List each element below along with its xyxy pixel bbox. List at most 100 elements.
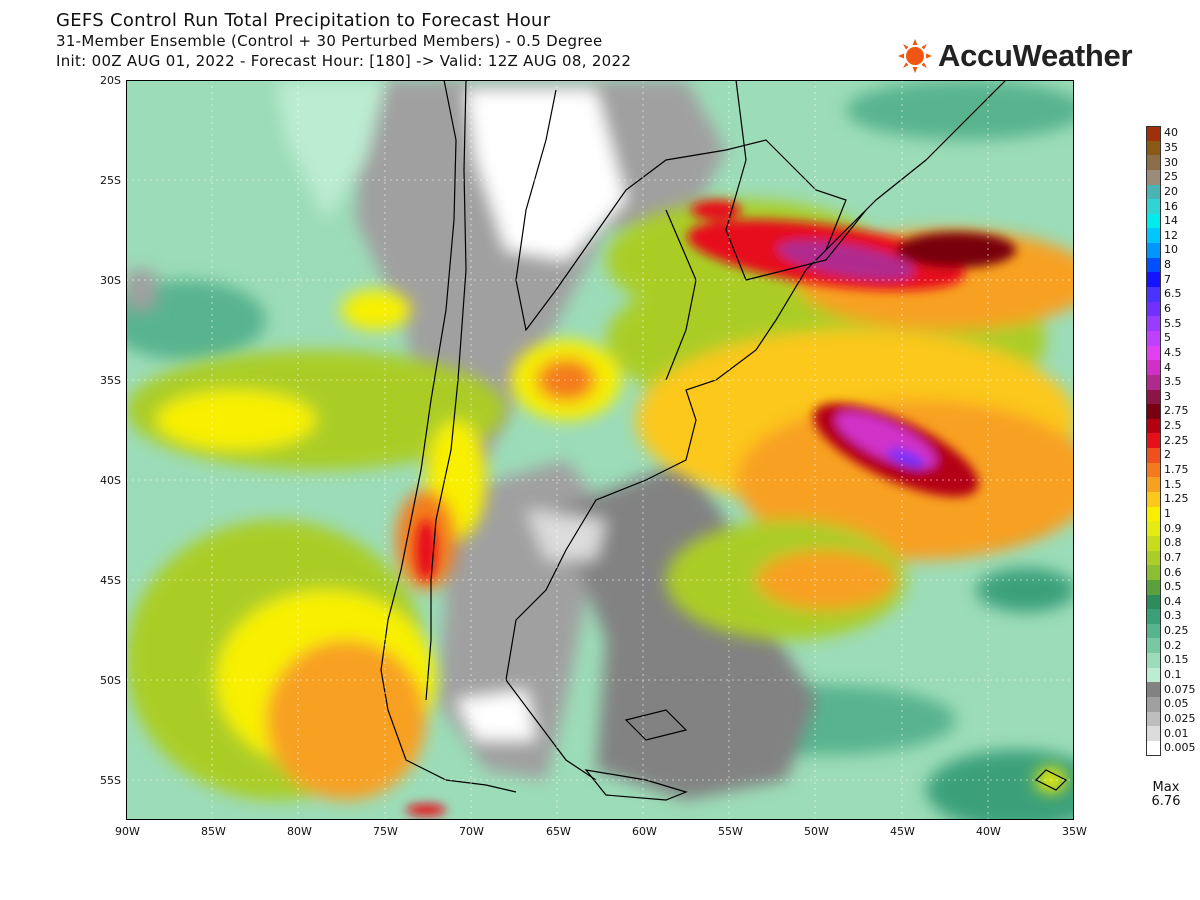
- legend-swatch: [1146, 740, 1161, 756]
- legend-swatch: [1146, 257, 1161, 273]
- legend-label: 0.05: [1164, 697, 1189, 711]
- legend-swatch: [1146, 213, 1161, 229]
- legend-entry: 40: [1146, 126, 1200, 141]
- graticule: [126, 80, 1074, 820]
- legend-swatch: [1146, 345, 1161, 361]
- legend-label: 4.5: [1164, 345, 1182, 359]
- legend-label: 4: [1164, 360, 1171, 374]
- max-value-block: Max 6.76: [1146, 781, 1186, 809]
- legend-entry: 2: [1146, 448, 1200, 463]
- legend-label: 0.9: [1164, 521, 1182, 535]
- legend-swatch: [1146, 726, 1161, 741]
- legend-swatch: [1146, 155, 1161, 170]
- legend-entry: 0.6: [1146, 565, 1200, 580]
- legend-label: 7: [1164, 272, 1171, 286]
- legend-label: 30: [1164, 155, 1178, 169]
- legend-swatch: [1146, 521, 1161, 536]
- legend-label: 0.5: [1164, 580, 1182, 594]
- legend-entry: 0.01: [1146, 726, 1200, 741]
- legend-entry: 0.05: [1146, 696, 1200, 712]
- legend-label: 2.5: [1164, 419, 1182, 433]
- legend-label: 2.25: [1164, 433, 1189, 447]
- legend-swatch: [1146, 609, 1161, 624]
- legend-label: 5: [1164, 331, 1171, 345]
- legend-entry: 1: [1146, 506, 1200, 522]
- legend-swatch: [1146, 169, 1161, 185]
- legend-label: 3.5: [1164, 375, 1182, 389]
- map-title: GEFS Control Run Total Precipitation to …: [56, 10, 551, 31]
- legend-entry: 30: [1146, 155, 1200, 170]
- heavy-precip-cores: [406, 200, 1016, 816]
- legend-entry: 1.5: [1146, 477, 1200, 493]
- lat-label: 20S: [100, 74, 121, 87]
- legend-label: 35: [1164, 140, 1178, 154]
- color-scale-legend: 40 35 30 25 20 16 14 12 10 8 7 6.5 6 5.5 5 4.5 4 3.5 3 2.75…: [1146, 126, 1200, 756]
- legend-swatch: [1146, 594, 1161, 610]
- legend-swatch: [1146, 272, 1161, 288]
- legend-entry: 2.25: [1146, 433, 1200, 449]
- lon-label: 75W: [373, 825, 398, 838]
- legend-entry: 0.4: [1146, 594, 1200, 610]
- legend-swatch: [1146, 550, 1161, 566]
- max-value: 6.76: [1151, 794, 1181, 809]
- legend-swatch: [1146, 418, 1161, 434]
- legend-swatch: [1146, 623, 1161, 639]
- legend-entry: 0.075: [1146, 682, 1200, 697]
- map-title-block: GEFS Control Run Total Precipitation to …: [56, 10, 631, 71]
- legend-entry: 35: [1146, 140, 1200, 156]
- legend-swatch: [1146, 126, 1161, 141]
- legend-swatch: [1146, 711, 1161, 727]
- legend-swatch: [1146, 184, 1161, 200]
- lon-label: 70W: [459, 825, 484, 838]
- lon-label: 80W: [287, 825, 312, 838]
- legend-label: 0.6: [1164, 565, 1182, 579]
- map-subtitle: 31-Member Ensemble (Control + 30 Perturb…: [56, 32, 603, 50]
- legend-entry: 6.5: [1146, 287, 1200, 302]
- legend-swatch: [1146, 477, 1161, 493]
- legend-entry: 3: [1146, 389, 1200, 405]
- legend-swatch: [1146, 374, 1161, 390]
- legend-swatch: [1146, 433, 1161, 449]
- legend-swatch: [1146, 535, 1161, 551]
- legend-swatch: [1146, 448, 1161, 463]
- legend-label: 2.75: [1164, 404, 1189, 418]
- lon-label: 50W: [804, 825, 829, 838]
- legend-label: 1.5: [1164, 477, 1182, 491]
- legend-entry: 2.5: [1146, 418, 1200, 434]
- legend-entry: 0.7: [1146, 550, 1200, 566]
- legend-entry: 0.25: [1146, 623, 1200, 639]
- legend-label: 20: [1164, 184, 1178, 198]
- legend-label: 2: [1164, 448, 1171, 462]
- legend-entry: 1.75: [1146, 462, 1200, 478]
- brand-name: AccuWeather: [938, 38, 1133, 73]
- precipitation-map: [126, 80, 1074, 820]
- legend-entry: 0.8: [1146, 535, 1200, 551]
- coastlines-borders: [380, 80, 1068, 801]
- legend-swatch: [1146, 287, 1161, 302]
- legend-label: 8: [1164, 258, 1171, 272]
- legend-entry: 0.1: [1146, 667, 1200, 683]
- lat-label: 25S: [100, 174, 121, 187]
- legend-label: 0.25: [1164, 624, 1189, 638]
- legend-swatch: [1146, 462, 1161, 478]
- legend-label: 0.005: [1164, 741, 1196, 755]
- legend-swatch: [1146, 492, 1161, 507]
- legend-label: 3: [1164, 389, 1171, 403]
- legend-entry: 8: [1146, 257, 1200, 273]
- legend-swatch: [1146, 228, 1161, 244]
- legend-swatch: [1146, 638, 1161, 654]
- legend-label: 6.5: [1164, 287, 1182, 301]
- max-label: Max: [1152, 780, 1180, 795]
- legend-entry: 20: [1146, 184, 1200, 200]
- legend-label: 0.075: [1164, 682, 1196, 696]
- legend-swatch: [1146, 506, 1161, 522]
- legend-label: 1.75: [1164, 463, 1189, 477]
- map-frame: [126, 80, 1074, 820]
- legend-entry: 12: [1146, 228, 1200, 244]
- legend-entry: 6: [1146, 301, 1200, 317]
- legend-swatch: [1146, 360, 1161, 375]
- legend-label: 14: [1164, 214, 1178, 228]
- legend-swatch: [1146, 316, 1161, 331]
- legend-swatch: [1146, 389, 1161, 405]
- legend-swatch: [1146, 243, 1161, 258]
